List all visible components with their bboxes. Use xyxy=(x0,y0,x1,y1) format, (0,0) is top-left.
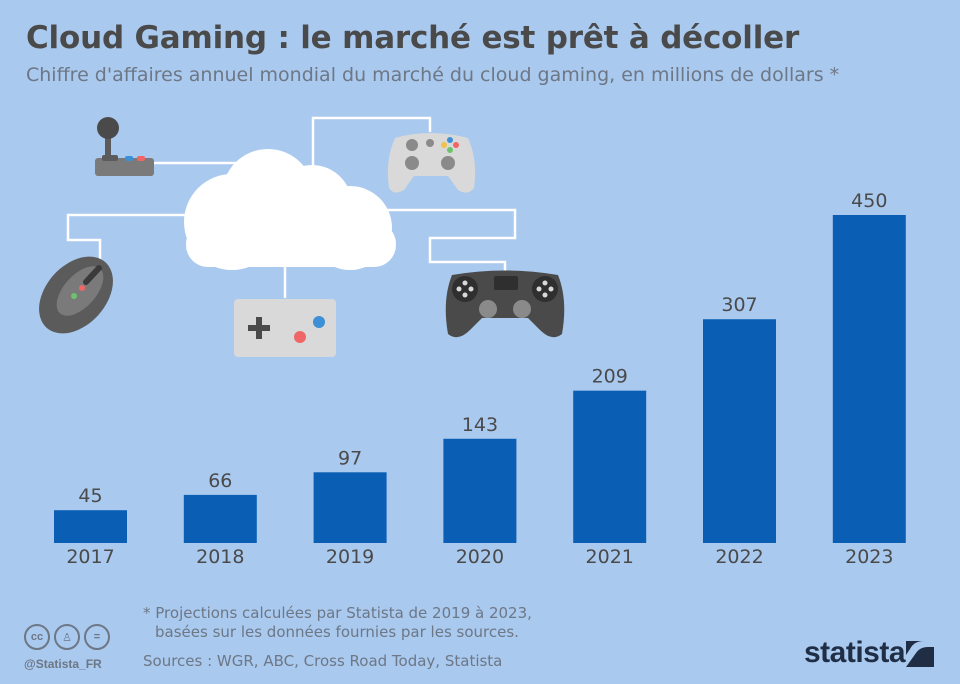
value-label-2019: 97 xyxy=(338,447,362,469)
page-title: Cloud Gaming : le marché est prêt à déco… xyxy=(26,20,800,56)
footnote-line-2: basées sur les données fournies par les … xyxy=(155,623,519,641)
bar-2018 xyxy=(183,494,257,543)
cloud-cables xyxy=(66,116,517,298)
value-label-2020: 143 xyxy=(462,414,498,436)
statista-logo[interactable]: statista xyxy=(804,636,906,669)
cloud-icon xyxy=(184,149,396,270)
bar-2021 xyxy=(573,390,647,543)
value-label-2018: 66 xyxy=(208,470,232,492)
gaming-mouse-icon xyxy=(39,256,113,334)
footnote-line-1: * Projections calculées par Statista de … xyxy=(143,604,532,622)
bar-2022 xyxy=(703,319,776,543)
retro-gamepad-icon xyxy=(234,299,336,357)
category-label-2021: 2021 xyxy=(586,546,634,568)
attribution-icon[interactable]: ♙ xyxy=(54,624,80,650)
bar-2020 xyxy=(443,438,517,543)
value-label-2023: 450 xyxy=(851,190,887,212)
value-label-2017: 45 xyxy=(78,485,102,507)
category-label-2022: 2022 xyxy=(715,546,763,568)
bar-2019 xyxy=(313,472,387,543)
category-label-2019: 2019 xyxy=(326,546,374,568)
bar-2017 xyxy=(54,510,127,543)
category-label-2017: 2017 xyxy=(66,546,114,568)
no-derivatives-icon[interactable]: = xyxy=(84,624,110,650)
sources-text: Sources : WGR, ABC, Cross Road Today, St… xyxy=(143,652,503,670)
bars-layer: 45 2017 66 2018 97 2019 143 2020 209 2021 307 2022 4… xyxy=(54,190,906,568)
chart-canvas: 45 2017 66 2018 97 2019 143 2020 209 2021 307 2022 4… xyxy=(39,116,906,568)
statista-logo-mark xyxy=(906,641,934,667)
cc-icon[interactable]: cc xyxy=(24,624,50,650)
social-handle[interactable]: @Statista_FR xyxy=(24,657,102,671)
value-label-2021: 209 xyxy=(592,366,628,388)
value-label-2022: 307 xyxy=(721,294,757,316)
playstation-controller-icon xyxy=(445,270,565,338)
bar-2023 xyxy=(832,215,906,543)
arcade-joystick-icon xyxy=(95,117,154,176)
category-label-2018: 2018 xyxy=(196,546,244,568)
license-icons: cc ♙ = xyxy=(24,624,110,650)
xbox-controller-icon xyxy=(387,133,476,193)
footnote: * Projections calculées par Statista de … xyxy=(143,604,532,642)
page-subtitle: Chiffre d'affaires annuel mondial du mar… xyxy=(26,64,840,86)
category-label-2020: 2020 xyxy=(456,546,504,568)
category-label-2023: 2023 xyxy=(845,546,893,568)
